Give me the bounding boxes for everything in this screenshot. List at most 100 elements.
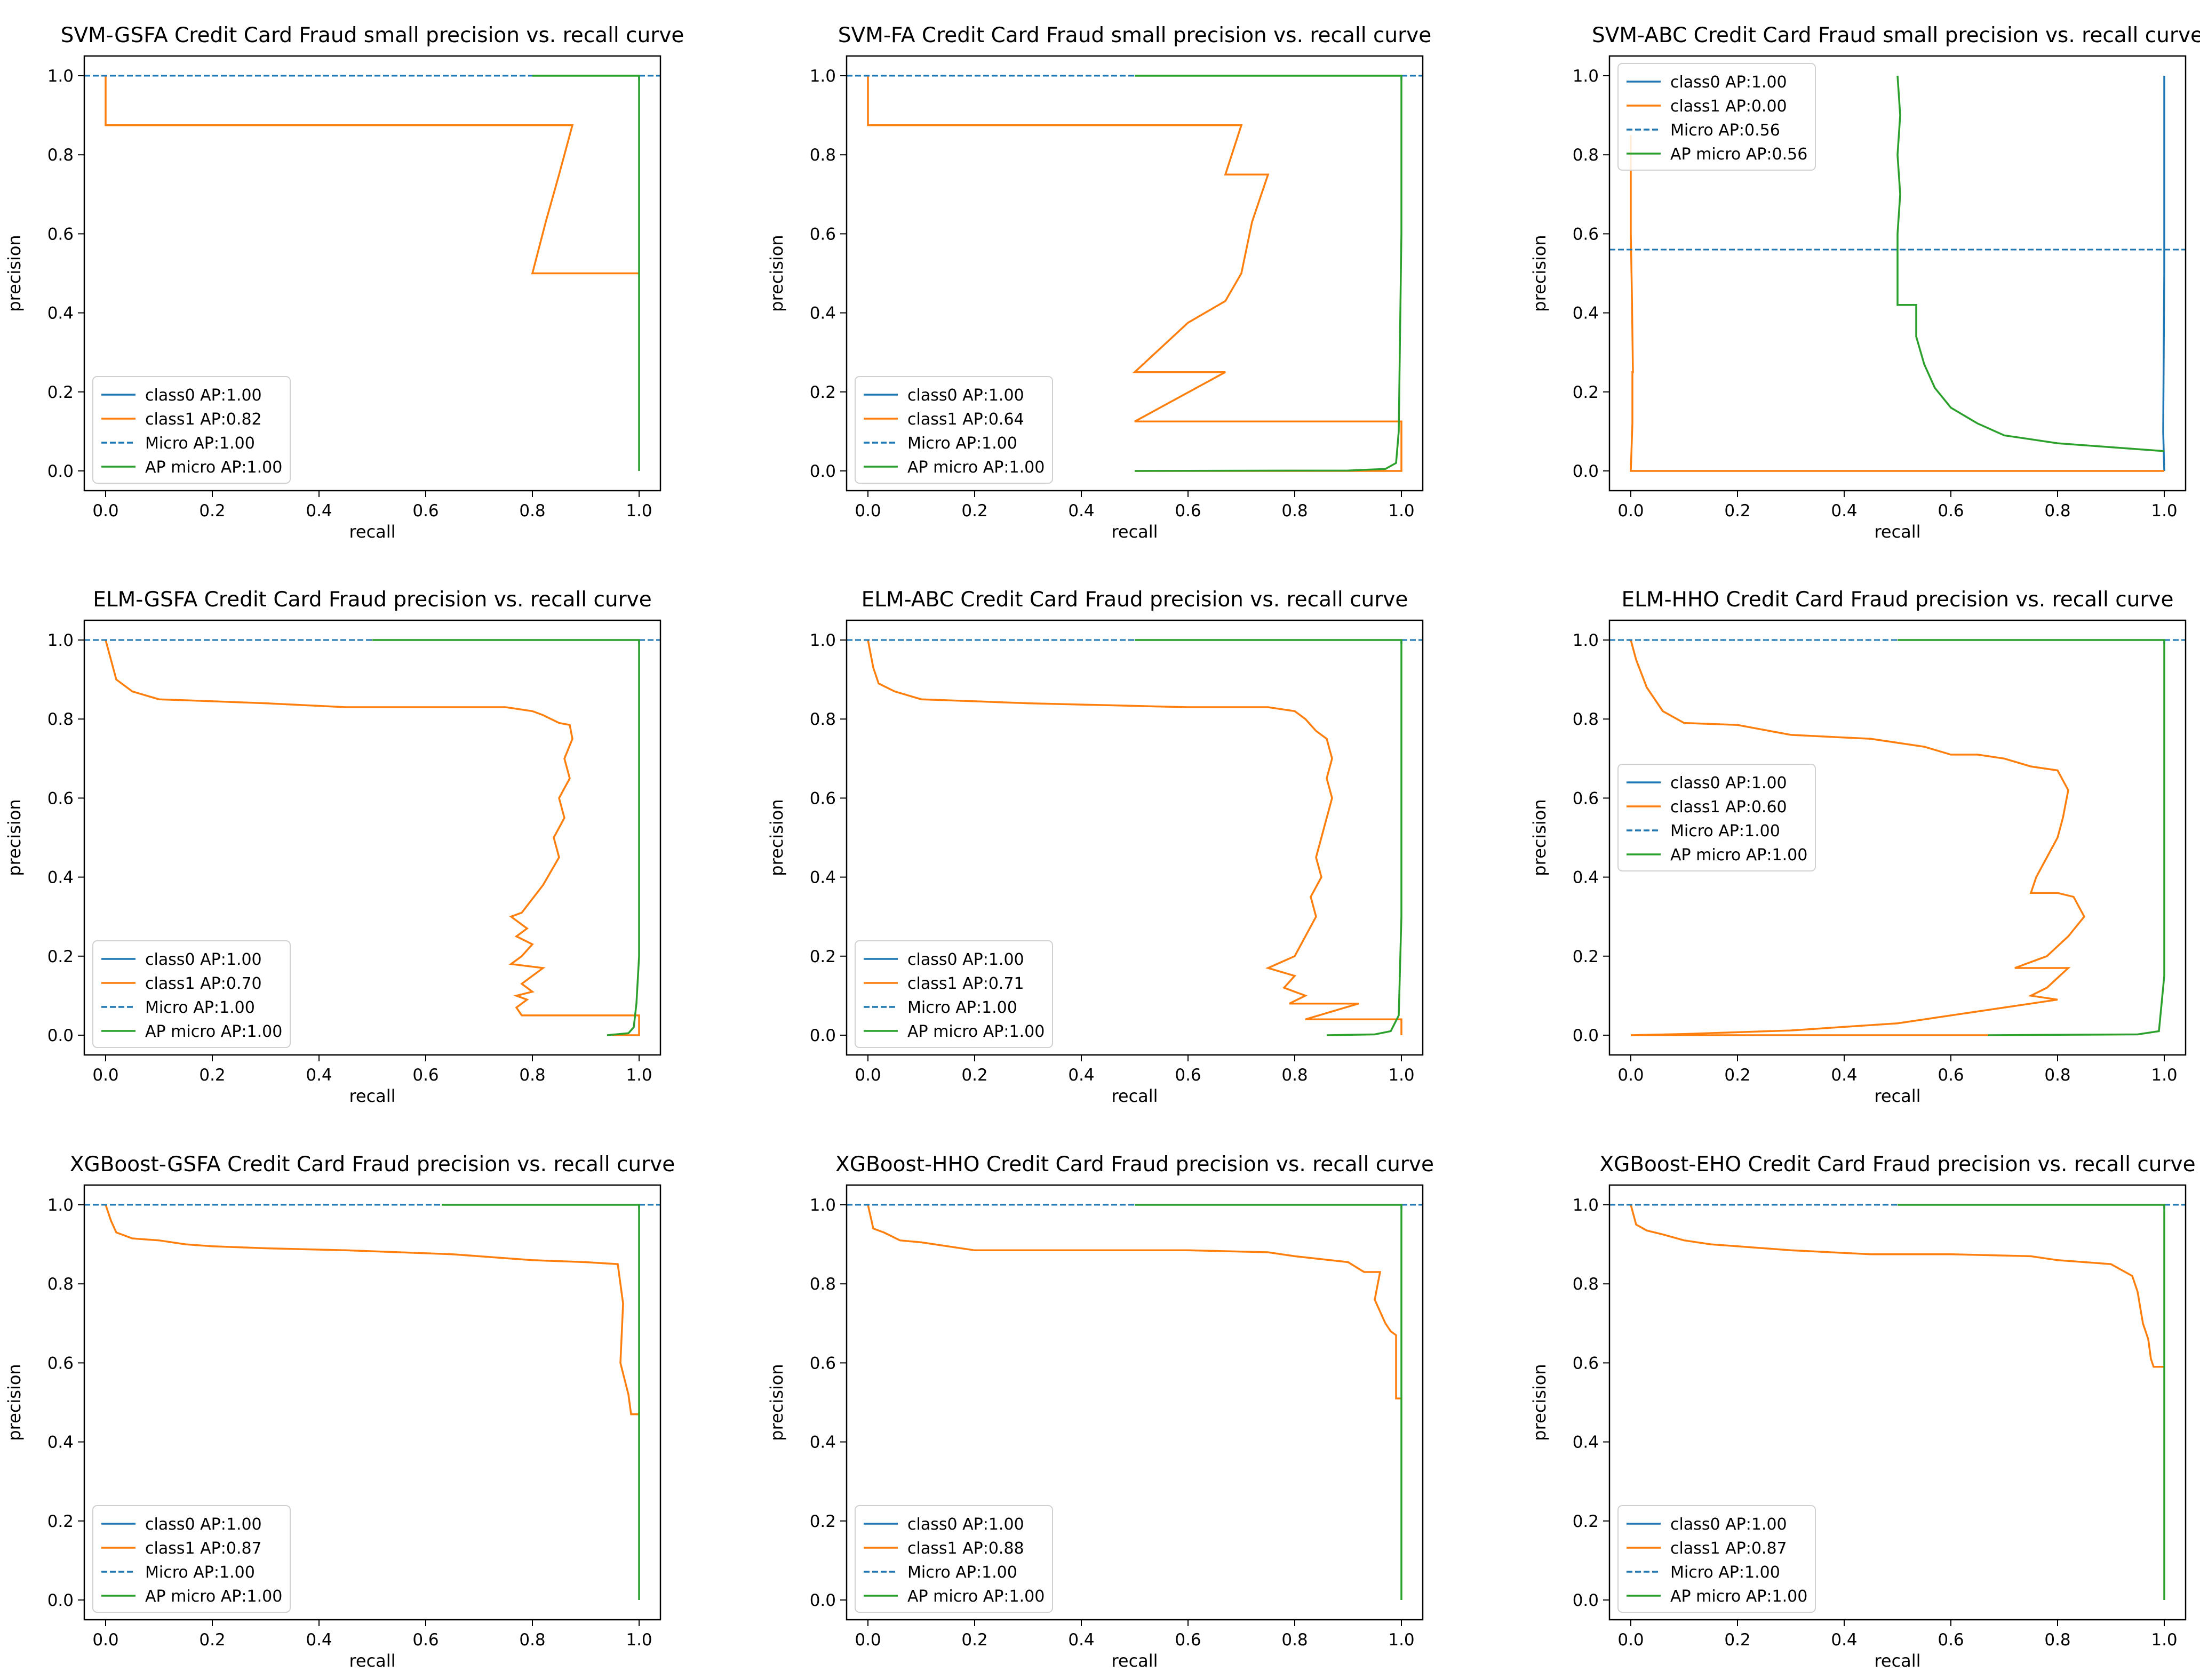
legend-label: Micro AP:1.00 <box>145 998 255 1017</box>
x-tick-label: 0.6 <box>1938 1630 1964 1650</box>
series-line-4 <box>532 75 640 471</box>
x-axis-label: recall <box>1111 1651 1158 1671</box>
y-tick-label: 0.0 <box>810 1591 836 1610</box>
y-tick-label: 0.0 <box>47 1026 74 1045</box>
y-tick-label: 0.4 <box>810 868 836 887</box>
x-tick-label: 0.6 <box>1938 501 1964 521</box>
series-line-2 <box>867 639 1402 1035</box>
x-axis-label: recall <box>349 1086 395 1106</box>
subplot-3: SVM-ABC Credit Card Fraud small precisio… <box>1529 23 2200 542</box>
x-tick-label: 0.0 <box>855 1630 881 1650</box>
series-line-4 <box>1898 1204 2165 1600</box>
subplot-7: XGBoost-GSFA Credit Card Fraud precision… <box>4 1153 675 1671</box>
x-tick-label: 0.4 <box>1831 1066 1857 1085</box>
x-tick-label: 0.0 <box>855 1066 881 1085</box>
series-line-4 <box>1896 75 2165 452</box>
x-tick-label: 0.6 <box>1175 501 1201 521</box>
y-tick-label: 1.0 <box>810 1196 836 1215</box>
y-tick-label: 0.2 <box>47 383 74 402</box>
x-tick-label: 0.6 <box>412 1066 439 1085</box>
legend-box <box>92 376 291 484</box>
legend-label: AP micro AP:0.56 <box>1670 145 1807 164</box>
y-tick-label: 0.0 <box>810 1026 836 1045</box>
series-line-4 <box>1135 1204 1402 1600</box>
legend-label: class1 AP:0.88 <box>907 1539 1024 1558</box>
x-tick-label: 0.2 <box>961 1066 987 1085</box>
x-axis-label: recall <box>1874 1086 1920 1106</box>
legend-label: Micro AP:1.00 <box>1670 822 1780 841</box>
legend-label: AP micro AP:1.00 <box>1670 1587 1807 1606</box>
x-tick-label: 0.4 <box>306 1630 332 1650</box>
legend-label: AP micro AP:1.00 <box>145 458 282 477</box>
x-tick-label: 1.0 <box>2151 1630 2177 1650</box>
y-tick-label: 0.6 <box>47 1354 74 1373</box>
x-tick-label: 0.6 <box>1175 1066 1201 1085</box>
y-tick-label: 0.0 <box>47 462 74 481</box>
legend-label: AP micro AP:1.00 <box>145 1022 282 1041</box>
x-tick-label: 0.0 <box>1617 1066 1644 1085</box>
x-axis-label: recall <box>349 1651 395 1671</box>
y-tick-label: 0.6 <box>810 789 836 808</box>
legend-label: Micro AP:0.56 <box>1670 121 1780 140</box>
plot-area <box>1609 639 2186 1036</box>
axes-frame <box>1608 1184 2187 1621</box>
legend-label: class1 AP:0.71 <box>907 974 1024 993</box>
y-tick-label: 0.2 <box>810 1512 836 1531</box>
series-line-2 <box>1630 639 2086 1036</box>
y-tick-label: 1.0 <box>1573 67 1599 86</box>
subplot-8: XGBoost-HHO Credit Card Fraud precision … <box>767 1153 1434 1671</box>
y-axis-label: precision <box>767 1364 787 1441</box>
legend-label: class0 AP:1.00 <box>145 386 262 405</box>
y-tick-label: 0.2 <box>1573 383 1599 402</box>
x-tick-label: 0.8 <box>519 1066 545 1085</box>
y-tick-label: 0.6 <box>47 789 74 808</box>
subplot-6: ELM-HHO Credit Card Fraud precision vs. … <box>1529 588 2187 1106</box>
y-axis-label: precision <box>1529 235 1550 311</box>
chart-title: ELM-HHO Credit Card Fraud precision vs. … <box>1622 588 2174 612</box>
chart-title: XGBoost-GSFA Credit Card Fraud precision… <box>70 1153 675 1177</box>
legend-label: class0 AP:1.00 <box>907 386 1024 405</box>
y-tick-label: 0.0 <box>1573 1026 1599 1045</box>
y-tick-label: 1.0 <box>47 67 74 86</box>
legend-label: class1 AP:0.82 <box>145 410 262 429</box>
legend-label: AP micro AP:1.00 <box>145 1587 282 1606</box>
y-tick-label: 1.0 <box>1573 1196 1599 1215</box>
legend-label: class0 AP:1.00 <box>1670 73 1787 92</box>
x-tick-label: 0.4 <box>1068 501 1094 521</box>
x-tick-label: 0.0 <box>855 501 881 521</box>
x-tick-label: 0.8 <box>519 1630 545 1650</box>
y-tick-label: 0.4 <box>1573 868 1599 887</box>
subplot-5: ELM-ABC Credit Card Fraud precision vs. … <box>767 588 1424 1106</box>
x-axis-label: recall <box>1111 522 1158 542</box>
x-tick-label: 0.0 <box>92 501 118 521</box>
legend-label: class1 AP:0.87 <box>1670 1539 1787 1558</box>
x-tick-label: 1.0 <box>1388 501 1414 521</box>
legend: class0 AP:1.00 class1 AP:0.00 Micro AP:0.5… <box>1617 63 1816 171</box>
series-line-2 <box>1630 1204 2164 1368</box>
axes-frame <box>83 1184 661 1621</box>
legend-box <box>1617 764 1816 871</box>
x-tick-label: 0.4 <box>306 1066 332 1085</box>
legend-label: AP micro AP:1.00 <box>1670 846 1807 865</box>
y-tick-label: 0.8 <box>1573 146 1599 165</box>
legend-label: Micro AP:1.00 <box>907 434 1017 453</box>
series-line-2 <box>867 76 1402 472</box>
subplot-2: SVM-FA Credit Card Fraud small precision… <box>767 23 1431 542</box>
chart-title: XGBoost-EHO Credit Card Fraud precision … <box>1599 1153 2195 1177</box>
y-tick-label: 0.4 <box>810 1433 836 1452</box>
y-axis-label: precision <box>1529 799 1550 876</box>
x-tick-label: 0.8 <box>1281 1066 1308 1085</box>
x-tick-label: 0.0 <box>1617 501 1644 521</box>
y-tick-label: 0.4 <box>1573 1433 1599 1452</box>
y-axis-label: precision <box>767 235 787 311</box>
x-axis-label: recall <box>1874 522 1920 542</box>
y-axis-label: precision <box>4 1364 25 1441</box>
plot-area <box>1609 75 2186 472</box>
x-tick-label: 1.0 <box>2151 1066 2177 1085</box>
legend: class0 AP:1.00 class1 AP:0.82 Micro AP:1.0… <box>92 376 291 484</box>
y-tick-label: 0.0 <box>1573 462 1599 481</box>
y-tick-label: 0.2 <box>1573 947 1599 966</box>
y-tick-label: 0.8 <box>1573 710 1599 729</box>
y-tick-label: 0.4 <box>47 868 74 887</box>
legend-box <box>92 1505 291 1613</box>
